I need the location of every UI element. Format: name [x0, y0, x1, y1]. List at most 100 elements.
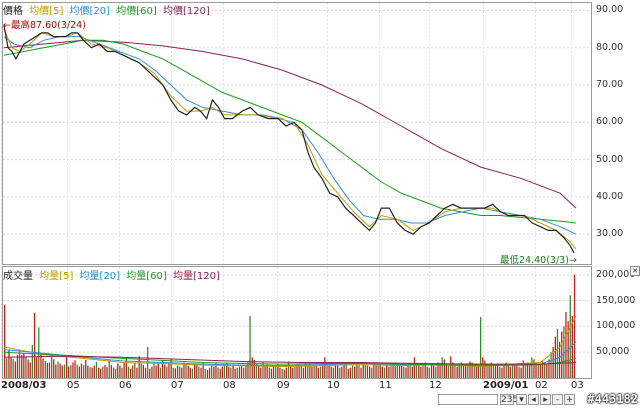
volume-bar [42, 358, 44, 378]
volume-bar [332, 367, 334, 378]
volume-bar [339, 367, 341, 378]
volume-bar [95, 362, 98, 378]
zoom-in-button[interactable]: + [564, 394, 575, 405]
volume-bar [550, 352, 552, 378]
volume-bar [144, 367, 147, 378]
scroll-track[interactable] [438, 394, 498, 405]
volume-bar [264, 366, 266, 378]
zoom-value: 235 [500, 394, 519, 405]
volume-bar [317, 367, 319, 378]
volume-bar [356, 363, 358, 378]
volume-bar [544, 362, 546, 378]
volume-bar [194, 363, 196, 378]
volume-bar [108, 359, 110, 378]
volume-bar [226, 362, 228, 378]
legend-vma60: 均量[60] [126, 271, 167, 282]
volume-bar [302, 367, 305, 378]
volume-bar [16, 354, 19, 378]
volume-bar [383, 367, 386, 378]
volume-bar [454, 364, 456, 378]
watermark: #443182 [587, 392, 638, 406]
volume-bar [494, 365, 497, 378]
volume-bar [337, 365, 339, 378]
price-y-tick: 30.00 [596, 228, 624, 240]
volume-bar [123, 362, 125, 378]
x-tick: 2008/03 [1, 380, 47, 391]
arrow-down-icon[interactable]: ▾ [516, 394, 527, 405]
volume-bar [159, 367, 162, 378]
volume-bar [161, 359, 164, 378]
volume-bar [503, 364, 505, 378]
volume-bar [296, 364, 298, 378]
volume-bar [573, 274, 576, 378]
volume-bar [51, 356, 53, 378]
volume-bar [191, 368, 194, 378]
volume-bar [157, 363, 159, 378]
volume-bar [176, 365, 179, 378]
volume-bar [324, 357, 326, 378]
volume-bar [204, 368, 206, 378]
volume-bar [445, 364, 448, 378]
x-tick: 07 [171, 380, 184, 391]
x-tick: 2009/01 [483, 380, 529, 391]
volume-bar [473, 365, 475, 378]
volume-bar [300, 365, 302, 378]
price-ma-line [3, 39, 577, 209]
volume-bar [334, 364, 337, 378]
volume-bar [290, 365, 292, 378]
volume-bar [208, 367, 211, 378]
volume-bar [117, 363, 119, 378]
volume-bar [565, 311, 567, 378]
volume-bar [142, 365, 144, 378]
volume-bar [279, 367, 281, 378]
arrow-left-icon[interactable]: ◂ [528, 394, 539, 405]
volume-bar [125, 357, 127, 378]
volume-bar [140, 362, 142, 378]
volume-bar [283, 369, 285, 378]
volume-bar [375, 364, 377, 378]
volume-bar [386, 364, 388, 378]
volume-bar [458, 363, 460, 378]
arrow-right-icon[interactable]: ▸ [540, 394, 551, 405]
zoom-out-button[interactable]: - [552, 394, 563, 405]
volume-bar [164, 364, 166, 378]
volume-bar [415, 364, 418, 378]
volume-ma-line [3, 351, 577, 366]
volume-bar [72, 362, 74, 378]
volume-bar [87, 365, 89, 378]
legend-vma20: 均量[20] [79, 271, 121, 282]
volume-bar [155, 365, 157, 378]
volume-bar [409, 363, 411, 378]
volume-bar [119, 365, 121, 378]
volume-bar [462, 365, 465, 378]
volume-bar [174, 368, 176, 378]
volume-bar [509, 366, 512, 378]
volume-bar [63, 364, 66, 378]
volume-bar [14, 361, 16, 378]
volume-bar [85, 359, 87, 378]
volume-bar [477, 366, 480, 378]
volume-bar [183, 362, 185, 378]
legend-ma60: 均價[60] [116, 6, 157, 17]
volume-bar [394, 362, 396, 378]
volume-bar [31, 345, 33, 378]
price-y-tick: 70.00 [596, 79, 624, 91]
volume-bar [57, 361, 59, 378]
volume-bar [396, 364, 398, 378]
volume-bar [285, 367, 287, 378]
volume-bar [341, 366, 343, 378]
volume-bar [234, 368, 236, 378]
volume-bar [21, 355, 23, 378]
volume-bar [535, 362, 537, 378]
volume-bar [53, 359, 55, 378]
volume-y-tick: 100,000 [596, 320, 636, 332]
volume-bar [211, 365, 213, 378]
volume-y-tick: 150,000 [596, 294, 636, 306]
expand-icon[interactable]: ✕ [630, 266, 640, 276]
volume-bar [272, 366, 275, 378]
volume-bar [413, 357, 416, 378]
volume-bar [281, 368, 283, 378]
volume-bar [366, 365, 369, 378]
legend-ma5: 均價[5] [29, 6, 64, 17]
volume-bar [27, 359, 29, 378]
